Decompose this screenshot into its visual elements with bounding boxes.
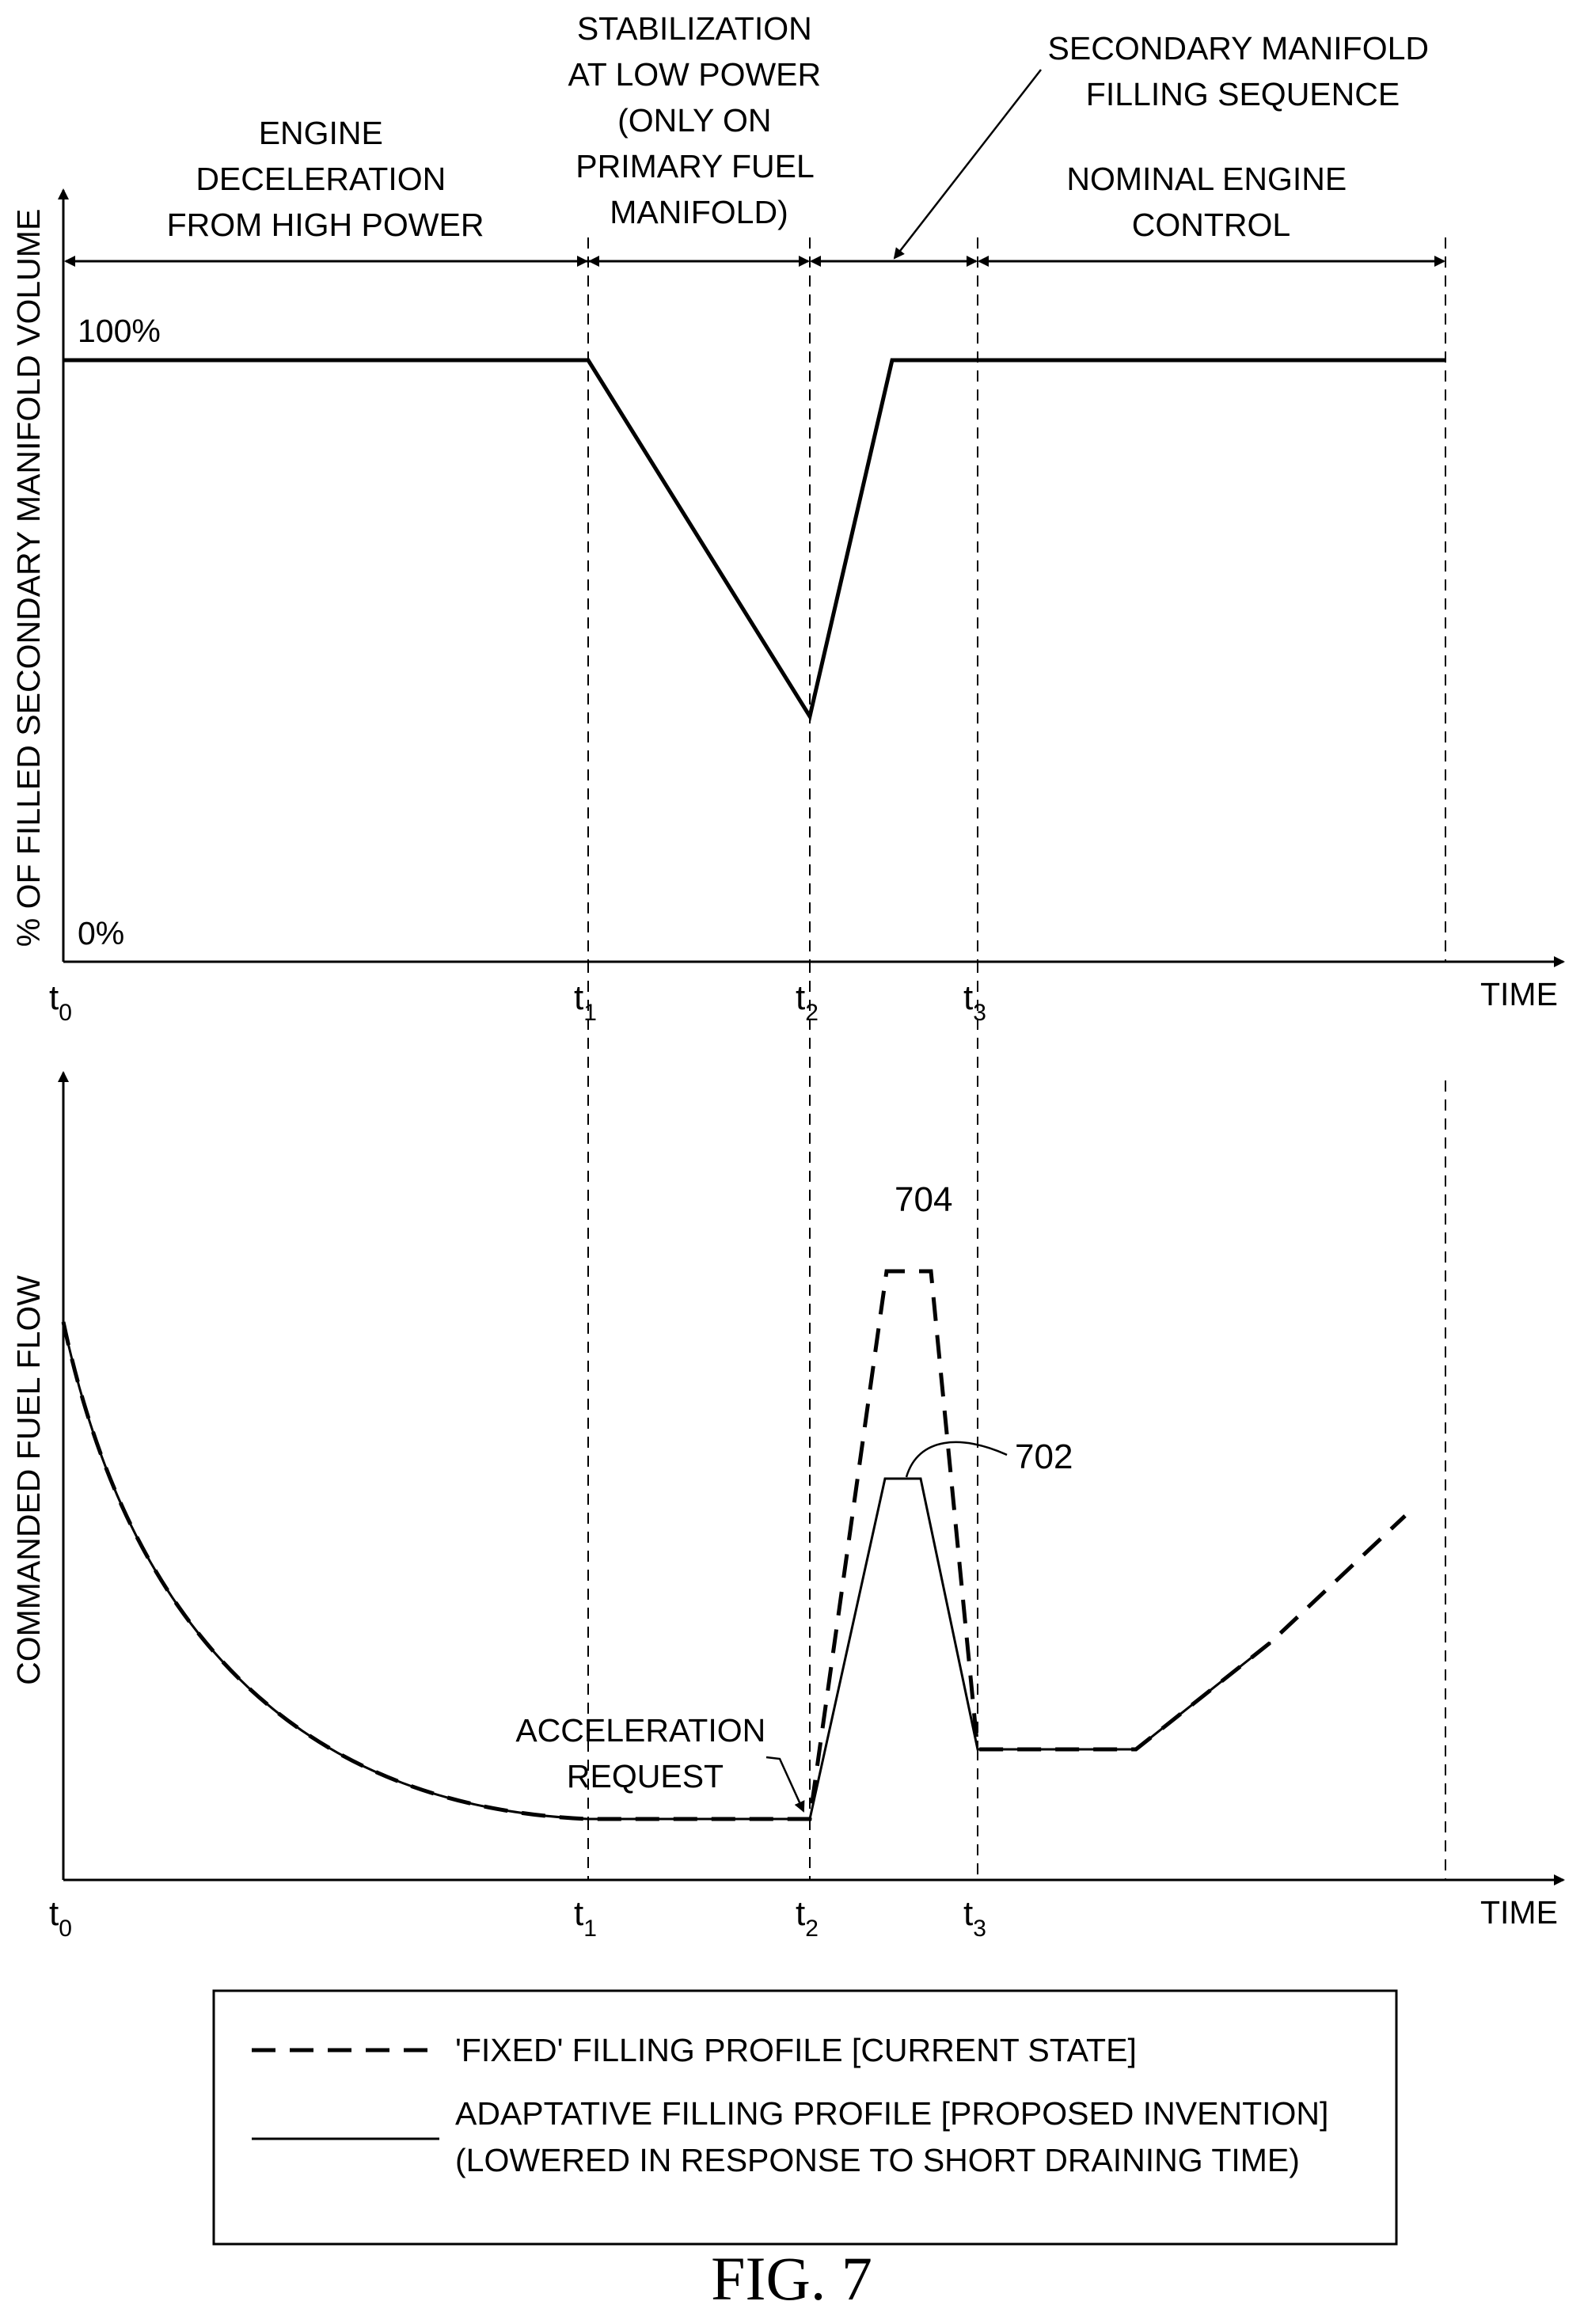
top-x-axis-label: TIME <box>1480 976 1558 1012</box>
legend-fixed-label: 'FIXED' FILLING PROFILE [CURRENT STATE] <box>455 2032 1137 2068</box>
bottom-x-axis-label: TIME <box>1480 1894 1558 1931</box>
filling-sequence-leader <box>893 69 1042 260</box>
bottom-time-ticks: t0 t1 t2 t3 <box>49 1894 986 1942</box>
top-tick-t3: t3 <box>963 978 986 1026</box>
phase-label-1: ENGINE DECELERATION FROM HIGH POWER <box>167 115 484 243</box>
acceleration-request-leader <box>765 1756 805 1813</box>
legend: 'FIXED' FILLING PROFILE [CURRENT STATE] … <box>212 1989 1398 2246</box>
phase-label-4: NOMINAL ENGINE CONTROL <box>1066 161 1355 243</box>
ref-702-leader <box>905 1441 1008 1478</box>
phase-label-2: STABILIZATION AT LOW POWER (ONLY ON PRIM… <box>568 10 830 230</box>
top-chart: % OF FILLED SECONDARY MANIFOLD VOLUME 10… <box>10 10 1565 1026</box>
top-time-ticks: t0 t1 t2 t3 <box>49 978 986 1026</box>
top-y-axis-label: % OF FILLED SECONDARY MANIFOLD VOLUME <box>10 209 47 947</box>
legend-adaptive-label-2: (LOWERED IN RESPONSE TO SHORT DRAINING T… <box>455 2142 1300 2178</box>
bottom-guides <box>587 962 1446 1880</box>
top-tick-t0: t0 <box>49 978 72 1026</box>
ref-702: 702 <box>1015 1437 1073 1476</box>
bottom-tick-t3: t3 <box>963 1894 986 1942</box>
bottom-tick-t2: t2 <box>796 1894 819 1942</box>
phase-label-3: SECONDARY MANIFOLD FILLING SEQUENCE <box>1048 30 1438 112</box>
top-guides <box>587 237 1446 962</box>
figure-caption: FIG. 7 <box>711 2244 872 2313</box>
manifold-volume-line <box>63 358 1445 722</box>
bottom-tick-t0: t0 <box>49 1894 72 1942</box>
legend-box <box>212 1989 1398 2246</box>
top-tick-t2: t2 <box>796 978 819 1026</box>
adaptive-filling-profile-line <box>62 1321 1271 1821</box>
bottom-y-axis-label: COMMANDED FUEL FLOW <box>10 1275 47 1685</box>
ref-704: 704 <box>895 1180 952 1219</box>
acceleration-request-label: ACCELERATION REQUEST <box>515 1712 774 1794</box>
top-tick-t1: t1 <box>574 978 597 1026</box>
top-y-0-label: 0% <box>78 915 124 951</box>
bottom-tick-t1: t1 <box>574 1894 597 1942</box>
bottom-chart: COMMANDED FUEL FLOW TIME 704 702 ACCELER… <box>10 962 1565 1942</box>
top-y-100-label: 100% <box>78 313 161 349</box>
legend-adaptive-label-1: ADAPTATIVE FILLING PROFILE [PROPOSED INV… <box>455 2095 1328 2132</box>
